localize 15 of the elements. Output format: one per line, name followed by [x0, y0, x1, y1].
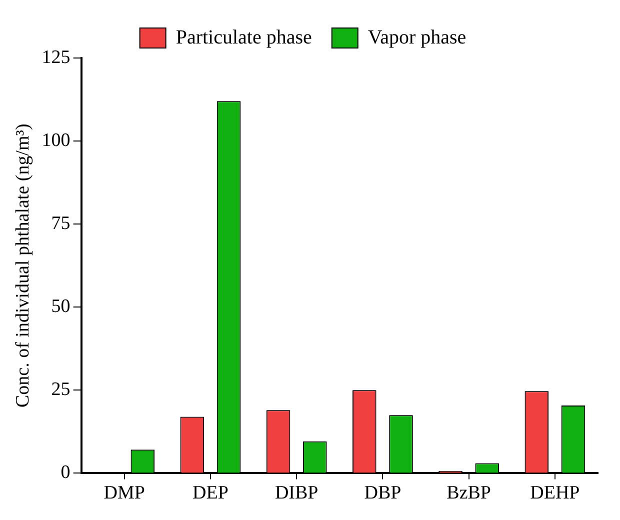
legend-label: Vapor phase [368, 26, 466, 48]
x-tick-label: DIBP [274, 482, 318, 504]
y-tick-label: 50 [51, 296, 70, 318]
y-tick-label: 25 [51, 379, 70, 400]
y-tick-label: 125 [42, 46, 70, 68]
y-tick-label: 100 [42, 130, 70, 152]
y-tick-label: 0 [60, 462, 70, 484]
x-tick-label: DEP [192, 482, 228, 504]
x-tick-label: DMP [104, 482, 145, 504]
x-tick-label: DBP [364, 482, 402, 504]
x-tick-label: DEHP [530, 482, 580, 504]
x-tick-label: BzBP [446, 482, 492, 504]
y-tick-label: 75 [51, 213, 70, 234]
y-axis-title: Conc. of individual phthalate (ng/m³) [12, 124, 34, 408]
legend-label: Particulate phase [176, 26, 312, 48]
